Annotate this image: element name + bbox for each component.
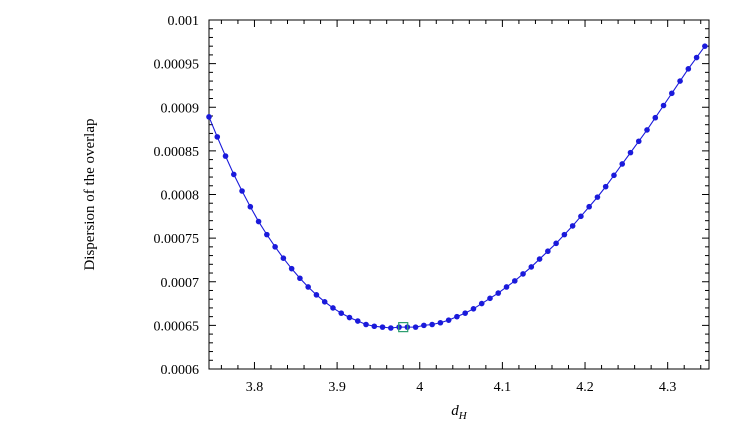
y-tick-label: 0.0008	[161, 189, 200, 204]
data-point	[388, 325, 394, 331]
data-point	[445, 317, 452, 323]
data-point	[685, 66, 692, 72]
data-point	[470, 305, 477, 312]
data-point	[669, 90, 675, 97]
data-point	[371, 323, 378, 330]
x-tick-label: 3.9	[328, 380, 346, 395]
data-point	[644, 127, 650, 133]
data-point	[379, 324, 386, 330]
x-axis-label: dH	[451, 403, 468, 422]
data-point	[297, 275, 303, 282]
data-point	[495, 290, 502, 296]
x-axis-label-main: d	[451, 403, 459, 419]
data-point	[652, 114, 659, 121]
data-point	[346, 314, 353, 321]
data-point	[230, 171, 237, 178]
data-point	[429, 321, 435, 328]
data-point	[561, 231, 568, 238]
data-point	[677, 78, 683, 84]
y-tick-label: 0.0007	[161, 276, 200, 291]
data-point	[619, 161, 626, 167]
data-point	[520, 271, 526, 277]
data-point	[487, 295, 493, 302]
data-point	[363, 321, 369, 328]
data-point	[421, 322, 427, 329]
data-point	[635, 138, 642, 145]
x-tick-label: 4.3	[659, 380, 677, 395]
data-point	[578, 213, 584, 220]
data-point	[239, 188, 245, 194]
series-line	[208, 45, 706, 329]
data-point	[602, 183, 609, 190]
data-point	[545, 248, 551, 255]
data-point	[214, 134, 221, 140]
y-axis-label: Dispersion of the overlap	[82, 118, 98, 270]
y-tick-label: 0.001	[168, 14, 200, 29]
y-tick-label: 0.00085	[154, 145, 200, 160]
data-point	[627, 149, 634, 156]
data-point	[511, 278, 518, 284]
axis-ticks	[209, 19, 709, 370]
minimum-marker	[398, 322, 409, 333]
data-point	[288, 265, 295, 272]
data-point	[338, 310, 345, 316]
x-tick-label: 4.2	[576, 380, 594, 395]
data-point	[330, 305, 336, 311]
data-point	[222, 153, 229, 159]
data-point	[693, 54, 700, 61]
y-tick-label: 0.00065	[154, 319, 200, 334]
y-tick-labels: 0.0006 0.00065 0.0007 0.00075 0.0008 0.00085 0…	[154, 14, 200, 378]
data-point	[660, 102, 667, 109]
data-point	[437, 319, 444, 326]
data-point	[594, 194, 601, 200]
y-tick-label: 0.0006	[161, 363, 200, 378]
y-tick-label: 0.0009	[161, 101, 200, 116]
data-point	[454, 313, 460, 320]
y-tick-label: 0.00095	[154, 58, 200, 73]
data-point	[313, 292, 320, 298]
x-tick-label: 4.1	[494, 380, 512, 395]
data-point	[528, 264, 535, 270]
x-axis-label-subscript: H	[458, 410, 468, 422]
data-point	[264, 231, 270, 238]
data-point	[206, 114, 212, 120]
x-tick-label: 3.8	[246, 380, 264, 395]
data-point	[586, 203, 592, 210]
data-point	[272, 244, 278, 250]
y-tick-label: 0.00075	[154, 232, 200, 247]
data-point	[255, 218, 262, 225]
data-point	[553, 240, 559, 247]
data-point	[412, 324, 419, 330]
data-point	[321, 299, 328, 305]
series-points	[206, 43, 708, 331]
data-point	[503, 284, 510, 290]
data-point	[462, 310, 468, 316]
data-point	[247, 203, 254, 210]
x-tick-labels: 3.8 3.9 4 4.1 4.2 4.3	[246, 380, 677, 395]
data-point	[354, 318, 361, 324]
data-point	[305, 284, 311, 290]
data-point	[280, 255, 287, 261]
data-point	[611, 172, 617, 179]
data-point	[478, 300, 485, 307]
x-tick-label: 4	[416, 380, 423, 395]
data-point	[702, 43, 708, 49]
data-point	[536, 256, 543, 262]
data-point	[569, 223, 576, 229]
